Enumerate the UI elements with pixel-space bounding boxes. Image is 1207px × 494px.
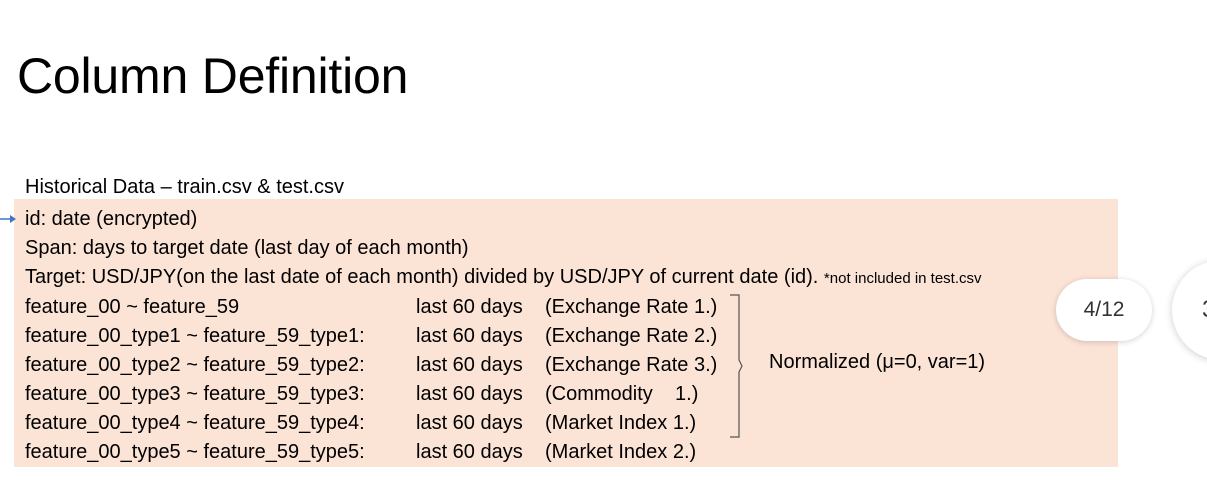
right-bracket-icon (730, 294, 743, 438)
feature-desc: (Market Index 2.) (545, 441, 697, 463)
feature-days: last 60 days (416, 441, 523, 463)
feature-desc: (Exchange Rate 3.) (545, 354, 718, 376)
feature-desc: (Exchange Rate 2.) (545, 325, 718, 347)
definition-id: id: date (encrypted) (25, 208, 198, 230)
arrow-right-icon (0, 215, 16, 223)
feature-name: feature_00_type4 ~ feature_59_type4: (25, 412, 365, 434)
page-indicator[interactable]: 4/12 (1056, 279, 1152, 341)
normalized-label: Normalized (μ=0, var=1) (769, 351, 986, 373)
feature-days: last 60 days (416, 325, 523, 347)
feature-name: feature_00_type3 ~ feature_59_type3: (25, 383, 365, 405)
feature-name: feature_00_type1 ~ feature_59_type1: (25, 325, 365, 347)
feature-days: last 60 days (416, 383, 523, 405)
feature-name: feature_00_type2 ~ feature_59_type2: (25, 354, 365, 376)
next-slide-glyph: 3 (1202, 296, 1207, 324)
feature-name: feature_00_type5 ~ feature_59_type5: (25, 441, 365, 463)
feature-desc: (Commodity 1.) (545, 383, 699, 405)
feature-days: last 60 days (416, 354, 523, 376)
feature-desc: (Market Index 1.) (545, 412, 697, 434)
target-note: *not included in test.csv (823, 270, 982, 287)
slide-title: Column Definition (17, 48, 409, 104)
next-slide-button[interactable]: 3 (1172, 260, 1207, 360)
highlight-band (14, 199, 1118, 467)
feature-days: last 60 days (416, 412, 523, 434)
definition-target: Target: USD/JPY(on the last date of each… (25, 265, 982, 291)
page-indicator-text: 4/12 (1083, 298, 1125, 321)
feature-days: last 60 days (416, 296, 523, 318)
definition-target-text: Target: USD/JPY(on the last date of each… (25, 266, 819, 288)
definition-span: Span: days to target date (last day of e… (25, 237, 469, 259)
feature-name: feature_00 ~ feature_59 (25, 296, 240, 318)
slide-subtitle: Historical Data – train.csv & test.csv (25, 176, 344, 198)
feature-desc: (Exchange Rate 1.) (545, 296, 718, 318)
